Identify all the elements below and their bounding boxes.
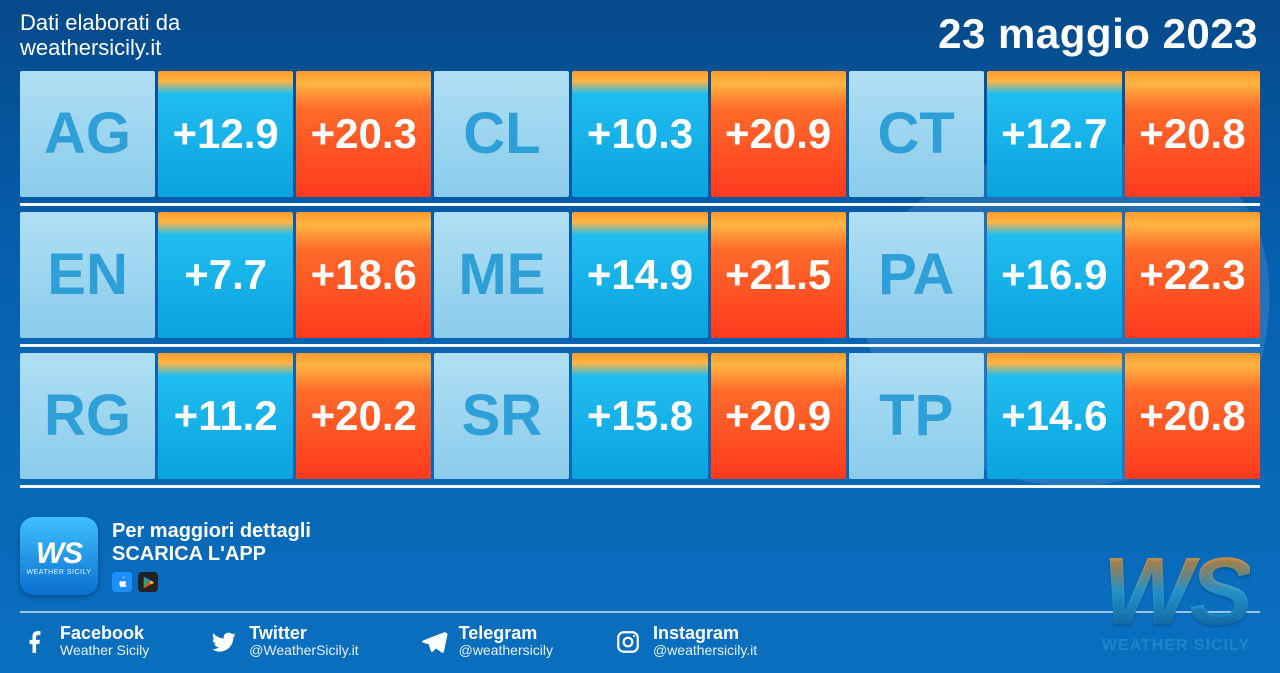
temperature-grid: AG +12.9 +20.3 CL +10.3 +20.9 CT +12.7 +… — [0, 65, 1280, 488]
header: Dati elaborati da weathersicily.it 23 ma… — [0, 0, 1280, 65]
appstore-icon — [112, 572, 132, 592]
social-name: Instagram — [653, 624, 757, 642]
twitter-icon — [209, 627, 239, 657]
temp-high: +20.9 — [711, 71, 846, 197]
temp-low: +15.8 — [572, 353, 707, 479]
grid-row: EN +7.7 +18.6 ME +14.9 +21.5 PA +16.9 +2… — [20, 212, 1260, 338]
app-promo-text: Per maggiori dettagli SCARICA L'APP — [112, 520, 311, 592]
temp-low: +12.9 — [158, 71, 293, 197]
social-name: Telegram — [459, 624, 553, 642]
app-promo-line2: SCARICA L'APP — [112, 543, 311, 566]
grid-row: AG +12.9 +20.3 CL +10.3 +20.9 CT +12.7 +… — [20, 71, 1260, 197]
province-code: SR — [434, 353, 569, 479]
grid-row: RG +11.2 +20.2 SR +15.8 +20.9 TP +14.6 +… — [20, 353, 1260, 479]
social-name: Facebook — [60, 624, 149, 642]
row-divider — [20, 203, 1260, 206]
facebook-icon — [20, 627, 50, 657]
social-handle: @weathersicily.it — [653, 642, 757, 659]
social-instagram: Instagram @weathersicily.it — [613, 624, 757, 659]
province-code: AG — [20, 71, 155, 197]
temp-low: +12.7 — [987, 71, 1122, 197]
temp-low: +16.9 — [987, 212, 1122, 338]
ws-logo-sub: WEATHER SICILY — [1102, 637, 1250, 655]
province-code: RG — [20, 353, 155, 479]
footer-divider — [20, 611, 1260, 613]
app-promo-line1: Per maggiori dettagli — [112, 520, 311, 543]
playstore-icon — [138, 572, 158, 592]
ws-app-icon-sub: WEATHER SICILY — [26, 569, 91, 576]
temp-low: +14.9 — [572, 212, 707, 338]
social-name: Twitter — [249, 624, 358, 642]
province-code: PA — [849, 212, 984, 338]
social-handle: @weathersicily — [459, 642, 553, 659]
temp-high: +20.9 — [711, 353, 846, 479]
province-code: CT — [849, 71, 984, 197]
telegram-icon — [419, 627, 449, 657]
social-handle: @WeatherSicily.it — [249, 642, 358, 659]
socials-bar: Facebook Weather Sicily Twitter @Weather… — [20, 624, 757, 659]
ws-app-icon-label: WS — [36, 537, 82, 571]
header-source: Dati elaborati da weathersicily.it — [20, 10, 180, 61]
app-promo: WS WEATHER SICILY Per maggiori dettagli … — [20, 517, 311, 595]
temp-low: +10.3 — [572, 71, 707, 197]
temp-low: +14.6 — [987, 353, 1122, 479]
social-telegram: Telegram @weathersicily — [419, 624, 553, 659]
temp-high: +22.3 — [1125, 212, 1260, 338]
header-prefix: Dati elaborati da — [20, 10, 180, 35]
social-twitter: Twitter @WeatherSicily.it — [209, 624, 358, 659]
instagram-icon — [613, 627, 643, 657]
ws-logo: WS WEATHER SICILY — [1102, 537, 1250, 655]
ws-app-icon: WS WEATHER SICILY — [20, 517, 98, 595]
header-date: 23 maggio 2023 — [938, 10, 1258, 58]
temp-high: +20.8 — [1125, 353, 1260, 479]
province-code: CL — [434, 71, 569, 197]
row-divider — [20, 344, 1260, 347]
temp-high: +21.5 — [711, 212, 846, 338]
ws-logo-label: WS — [1102, 537, 1250, 647]
temp-high: +20.2 — [296, 353, 431, 479]
social-handle: Weather Sicily — [60, 642, 149, 659]
province-code: EN — [20, 212, 155, 338]
province-code: TP — [849, 353, 984, 479]
province-code: ME — [434, 212, 569, 338]
row-divider — [20, 485, 1260, 488]
temp-high: +20.8 — [1125, 71, 1260, 197]
temp-high: +18.6 — [296, 212, 431, 338]
header-site: weathersicily.it — [20, 35, 180, 60]
social-facebook: Facebook Weather Sicily — [20, 624, 149, 659]
temp-high: +20.3 — [296, 71, 431, 197]
temp-low: +11.2 — [158, 353, 293, 479]
temp-low: +7.7 — [158, 212, 293, 338]
